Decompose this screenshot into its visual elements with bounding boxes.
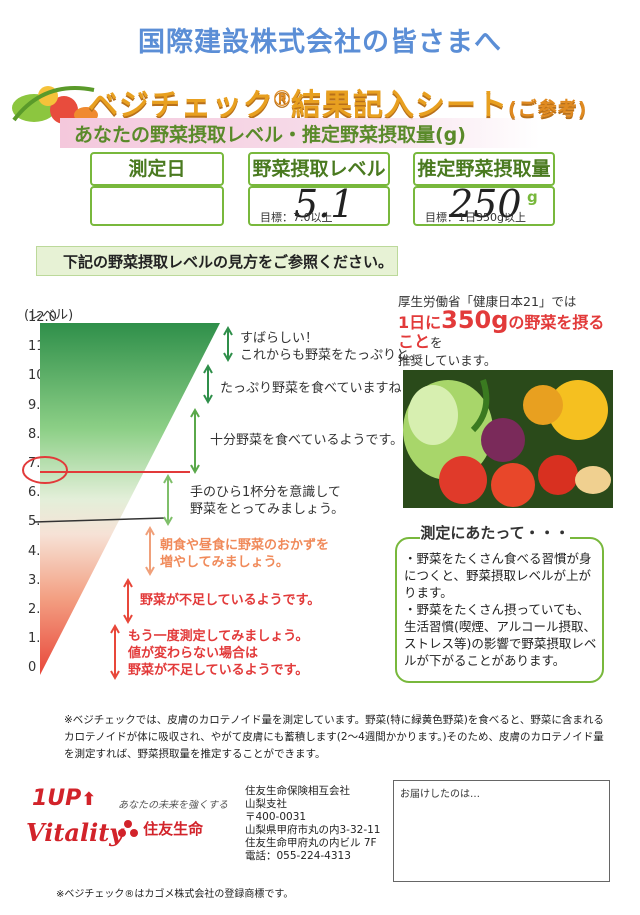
amount-unit: g [527,188,538,206]
mhw-line-1: 厚生労働省「健康日本21」では [398,294,577,309]
date-label: 測定日 [90,152,224,186]
level-message: もう一度測定してみましょう。 値が変わらない場合は 野菜が不足しているようです。 [128,629,309,678]
sumitomo-mark-icon [118,819,138,837]
amount-value-box: 250 g 目標：1日350g以上 [413,182,555,226]
guide-banner-text: 下記の野菜摂取レベルの見方をご参照ください。 [63,253,394,271]
mhw-line-3: 推奨しています。 [398,353,497,368]
target-circle [22,456,68,484]
sheet-title-reference: (ご参考) [508,98,588,120]
level-label: 野菜摂取レベル [248,152,390,186]
company-heading: 国際建設株式会社の皆さまへ [138,27,502,58]
carotenoid-footnote: ※ベジチェックでは、皮膚のカロテノイド量を測定しています。野菜(特に緑黄色野菜)… [64,714,604,760]
arrow-range-7 [110,623,120,681]
registered-mark: Ⓡ [274,89,292,108]
level-message: たっぷり野菜を食べていますね！ [220,381,415,396]
vitality-logo: Vitality [26,818,124,847]
level-value: 5.1 [294,182,355,226]
delivered-by-box: お届けしたのは… [393,780,610,882]
notes-box [395,537,604,683]
level-message: すばらしい！ これからも野菜をたっぷりと。 [240,331,423,363]
sumitomo-logo: 住友生命 [118,818,203,839]
up-arrow-icon: ⬆ [81,789,97,810]
arrow-range-6 [123,577,133,625]
vegetables-photo [403,370,613,508]
level-value-box: 5.1 目標：7.0以上 [248,182,390,226]
sheet-title-main: ベジチェック [88,88,274,123]
arrow-range-3 [190,407,200,475]
mhw-line-2: 1日に350gの野菜を摂ることを [398,306,605,351]
branch-address: 住友生命保険相互会社 山梨支社 〒400-0031 山梨県甲府市丸の内3-32-… [245,785,381,862]
sheet-title-rest: 結果記入シート [291,88,509,123]
notes-title: 測定にあたって・・・ [420,522,570,543]
subtitle-band: あなたの野菜摂取レベル・推定野菜摂取量(g) [60,118,540,148]
guide-banner: 下記の野菜摂取レベルの見方をご参照ください。 [36,246,398,276]
delivered-by-label: お届けしたのは… [400,789,480,800]
level-message: 朝食や昼食に野菜のおかずを 増やしてみましょう。 [160,538,330,570]
amount-label: 推定野菜摂取量 [413,152,555,186]
subtitle-text: あなたの野菜摂取レベル・推定野菜摂取量(g) [74,124,466,146]
amount-target: 目標：1日350g以上 [425,211,526,224]
level-target: 目標：7.0以上 [260,211,333,224]
sheet-title: ベジチェックⓇ結果記入シート(ご参考) [88,80,587,124]
arrow-range-5 [145,525,155,577]
arrow-range-2 [203,363,213,405]
amount-value: 250 [449,182,522,226]
trademark-note: ※ベジチェック®はカゴメ株式会社の登録商標です。 [56,889,294,900]
mhw-recommendation: 厚生労働省「健康日本21」では 1日に350gの野菜を摂ることを 推奨しています… [398,293,618,370]
level-message: 手のひら1杯分を意識して 野菜をとってみましょう。 [190,485,345,517]
note-item: ・野菜をたくさん摂っていても、生活習慣(喫煙、アルコール摂取、ストレス等)の影響… [404,602,597,668]
date-value-box [90,186,224,226]
pyramid-shape [40,323,220,675]
current-level-line [33,517,166,523]
tagline: あなたの未来を強くする [118,800,228,811]
level-message: 十分野菜を食べているようです。 [210,433,404,448]
arrow-range-1 [223,325,233,363]
arrow-range-4 [163,473,173,527]
level-tick-label: 12.0 [28,310,57,325]
oneup-logo: 1UP⬆ [32,786,97,811]
note-item: ・野菜をたくさん食べる習慣が身につくと、野菜摂取レベルが上がります。 [404,551,592,600]
level-tick-label: 0 [28,660,37,676]
axis-unit: (レベル) [24,308,74,323]
level-message: 野菜が不足しているようです。 [140,593,321,608]
notes-text: ・野菜をたくさん食べる習慣が身につくと、野菜摂取レベルが上がります。 ・野菜をた… [404,550,599,669]
